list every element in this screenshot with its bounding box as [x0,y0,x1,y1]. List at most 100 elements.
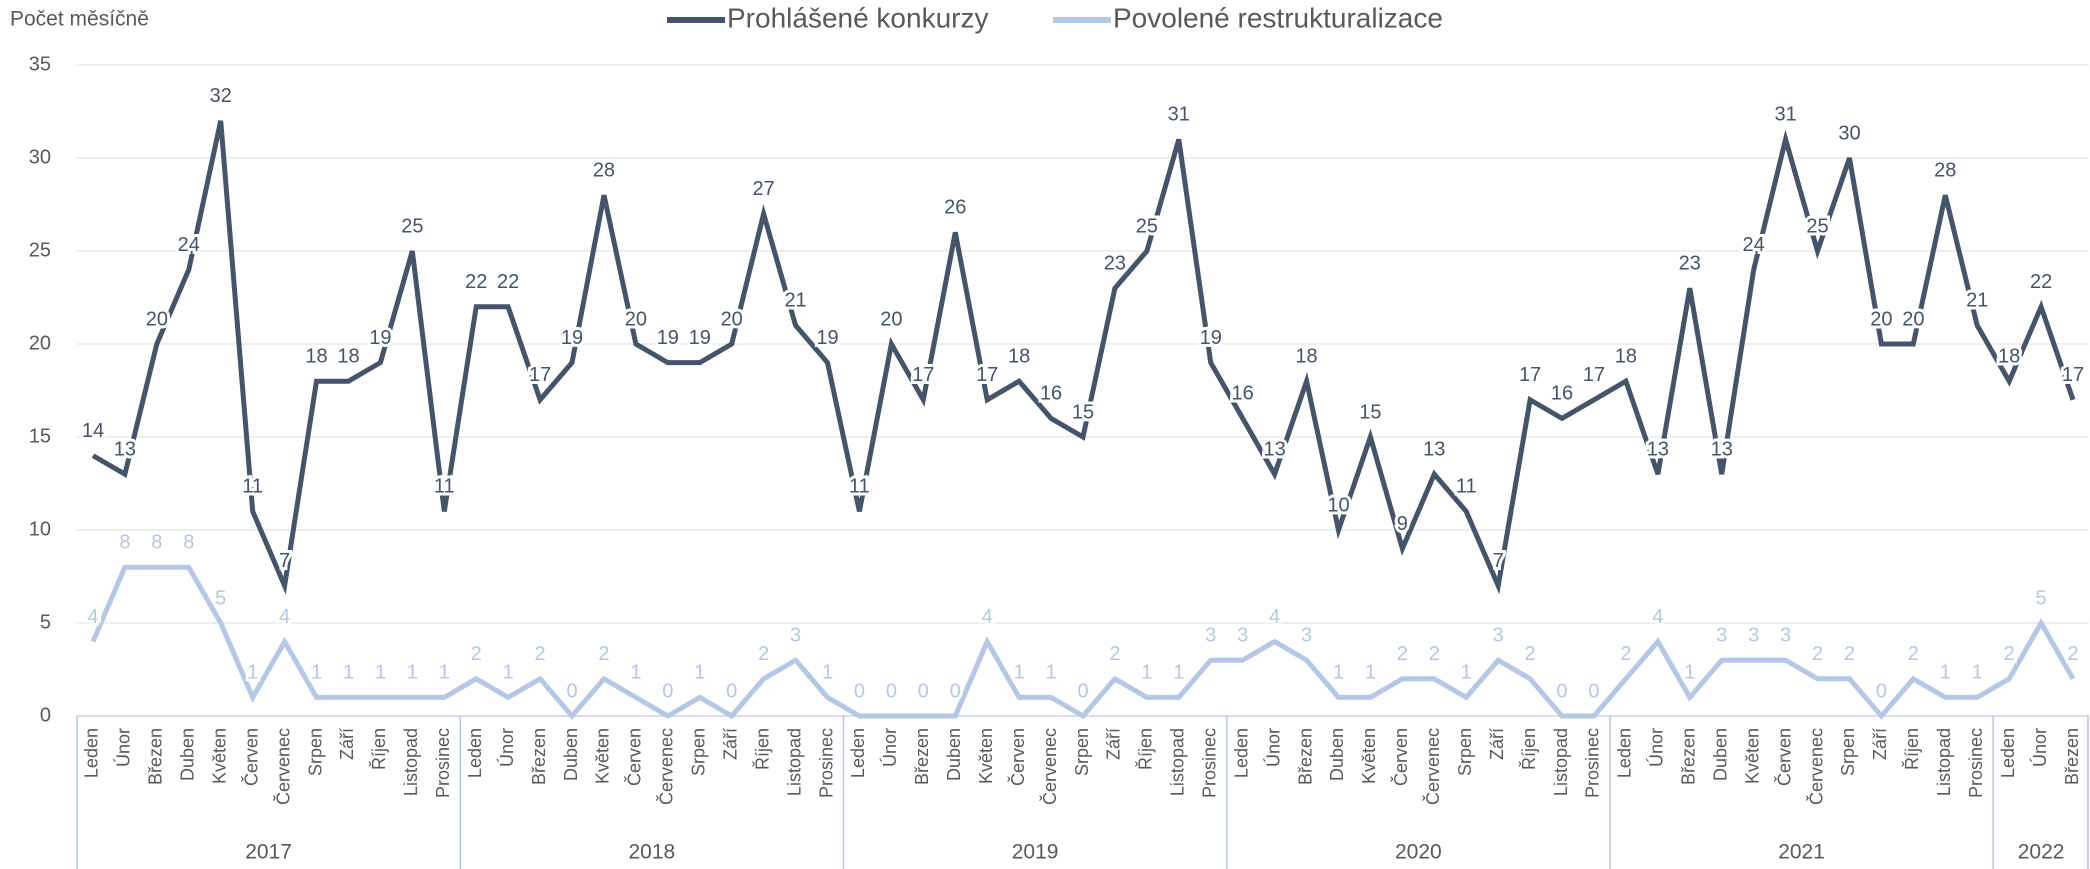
data-label: 0 [1876,680,1887,702]
data-label: 0 [726,680,737,702]
data-label: 20 [625,308,647,330]
data-label: 23 [1104,252,1126,274]
data-label: 2 [598,643,609,665]
data-label: 2 [758,643,769,665]
data-label: 1 [1940,662,1951,684]
x-tick-label: Říjen [1136,728,1156,770]
x-tick-label: Červenec [1805,728,1826,805]
data-label: 17 [529,364,551,386]
data-label: 5 [2036,587,2047,609]
data-label: 19 [689,327,711,349]
data-label: 19 [1200,327,1222,349]
x-tick-label: Březen [2062,728,2082,785]
x-tick-label: Listopad [1168,728,1188,796]
data-label: 2 [1812,643,1823,665]
data-label: 11 [849,476,870,498]
data-label: 24 [1743,234,1765,256]
x-tick-label: Březen [1679,728,1699,785]
x-tick-label: Březen [1295,728,1315,785]
data-label: 28 [1934,159,1956,181]
x-tick-label: Duben [561,728,581,781]
data-label: 25 [1806,215,1828,237]
x-tick-label: Únor [879,728,900,767]
data-label: 1 [630,662,641,684]
data-label: 2 [1525,643,1536,665]
data-label: 1 [407,662,418,684]
data-label: 2 [1908,643,1919,665]
year-label: 2017 [245,841,292,864]
legend-label: Prohlášené konkurzy [727,2,988,33]
data-label: 3 [790,624,801,646]
x-tick-label: Květen [976,728,996,784]
data-label: 0 [854,680,865,702]
x-tick-label: Prosinec [1199,728,1219,798]
data-label: 17 [976,364,998,386]
year-label: 2020 [1395,841,1442,864]
data-label: 1 [1333,662,1344,684]
data-label: 3 [1205,624,1216,646]
data-label: 2 [1397,643,1408,665]
data-label: 1 [1365,662,1376,684]
x-tick-label: Červen [1007,728,1028,786]
x-tick-label: Září [1870,728,1890,760]
x-tick-label: Květen [593,728,613,784]
data-label: 0 [1588,680,1599,702]
x-tick-label: Listopad [1934,728,1954,796]
data-label: 3 [1780,624,1791,646]
data-label: 9 [1397,513,1408,535]
data-label: 1 [247,662,258,684]
data-label: 0 [1077,680,1088,702]
x-tick-label: Únor [2029,728,2050,767]
data-label: 13 [1263,438,1285,460]
data-label: 31 [1168,104,1190,126]
x-tick-label: Leden [848,728,868,778]
x-tick-label: Červenec [272,728,293,805]
data-label: 22 [2030,271,2052,293]
data-label: 3 [1493,624,1504,646]
x-tick-label: Březen [146,728,166,785]
data-label: 17 [2062,364,2084,386]
data-label: 18 [1008,345,1030,367]
series-line [91,120,2076,595]
year-label: 2019 [1012,841,1059,864]
x-tick-label: Říjen [1519,728,1539,770]
data-label: 13 [114,438,136,460]
data-label: 30 [1838,122,1860,144]
data-label: 4 [982,606,993,628]
data-label: 15 [1359,401,1381,423]
x-tick-label: Září [337,728,357,760]
data-label: 20 [880,308,902,330]
data-label: 16 [1232,383,1254,405]
data-label: 14 [82,420,104,442]
data-label: 18 [337,345,359,367]
data-label: 13 [1647,438,1669,460]
data-label: 10 [1327,494,1349,516]
x-tick-label: Leden [1615,728,1635,778]
data-label: 1 [694,662,705,684]
x-tick-label: Leden [465,728,485,778]
data-label: 4 [1269,606,1280,628]
x-tick-label: Duben [1327,728,1347,781]
x-tick-label: Prosinec [816,728,836,798]
x-tick-label: Červen [240,728,261,786]
data-label: 0 [918,680,929,702]
x-tick-label: Květen [1742,728,1762,784]
data-label: 0 [566,680,577,702]
data-label: 1 [343,662,354,684]
x-tick-label: Prosinec [433,728,453,798]
data-label: 16 [1551,383,1573,405]
data-label: 7 [1493,550,1504,572]
x-tick-label: Červen [1390,728,1411,786]
x-tick-label: Únor [1646,728,1667,767]
x-tick-label: Srpen [689,728,709,776]
x-tick-label: Květen [1359,728,1379,784]
x-tick-label: Září [720,728,740,760]
data-label: 21 [784,290,806,312]
data-label: 2 [471,643,482,665]
x-tick-label: Červenec [1422,728,1443,805]
x-tick-label: Srpen [1455,728,1475,776]
x-tick-label: Srpen [305,728,325,776]
data-label: 1 [822,662,833,684]
x-tick-label: Leden [82,728,102,778]
